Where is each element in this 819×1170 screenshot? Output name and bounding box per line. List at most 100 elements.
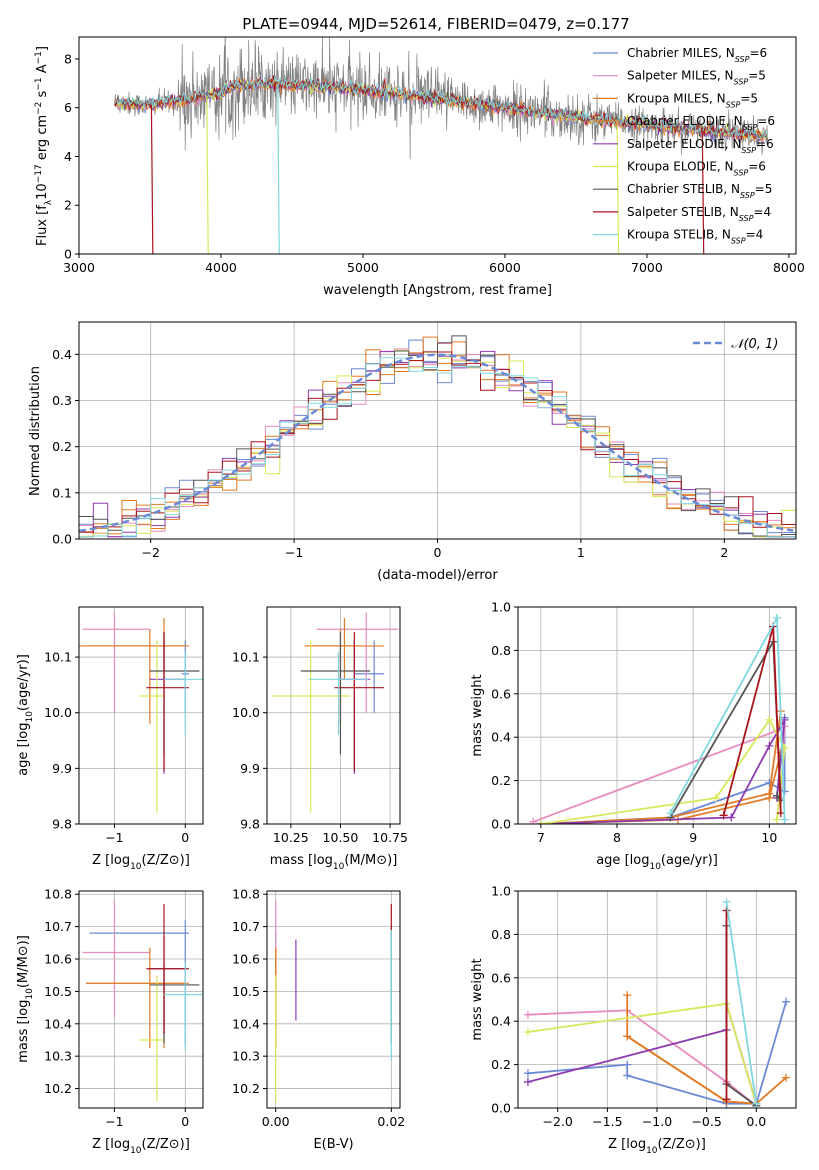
- x-tick-label: −0.5: [691, 1114, 721, 1129]
- weight-marker: [765, 793, 774, 802]
- weight-marker: [722, 1095, 731, 1104]
- weight-marker: [765, 778, 774, 787]
- weight-marker: [623, 991, 632, 1000]
- y-tick-label: 6: [64, 100, 72, 115]
- y-axis-label: Flux [fλ10−17 erg cm−2 s−1 A−1]: [34, 46, 54, 246]
- y-tick-label: 0.6: [491, 686, 511, 701]
- legend-entry: Chabrier ELODIE, NSSP=6: [627, 114, 775, 132]
- spectrum-model-line: [114, 77, 768, 142]
- x-axis-label: E(B-V): [313, 1137, 353, 1152]
- weight-marker: [523, 1069, 532, 1078]
- y-tick-label: 0.2: [491, 1057, 511, 1072]
- weight-marker: [772, 815, 781, 824]
- plot-area-residuals: [79, 335, 796, 538]
- plot-area-mass-vs-EBV: [275, 900, 392, 1102]
- x-tick-label: −1.5: [592, 1114, 622, 1129]
- weight-marker: [722, 897, 731, 906]
- weight-marker: [666, 809, 675, 818]
- y-tick-label: 0.2: [52, 439, 72, 454]
- y-tick-label: 1.0: [491, 600, 511, 615]
- weight-marker: [523, 1077, 532, 1086]
- panel-massweight-vs-age: 7 8 9 10 0.0 0.2 0.4 0.6 0.8 1.0 mass weight age [l…: [470, 600, 797, 872]
- y-tick-label: 10.4: [232, 1016, 260, 1031]
- y-tick-label: 0.0: [491, 1101, 511, 1116]
- plot-area-massweight-vs-age: [529, 613, 789, 824]
- axis-label: Z [log10(Z/Z⊙)]: [608, 1137, 706, 1156]
- axis-label: Z [log10(Z/Z⊙)]: [92, 853, 190, 872]
- weight-marker: [523, 1028, 532, 1037]
- y-tick-label: 9.8: [52, 817, 72, 832]
- y-axis-label: mass weight: [470, 674, 485, 756]
- x-tick-label: 6000: [489, 260, 521, 275]
- x-tick-label: −1: [105, 830, 123, 845]
- weight-marker: [782, 997, 791, 1006]
- weight-line: [532, 724, 786, 823]
- weight-marker: [782, 1073, 791, 1082]
- spectrum-drop: [206, 96, 210, 254]
- panel-massweight-vs-Z: −2.0 −1.5 −1.0 −0.5 0.0 0.0 0.2 0.4 0.6 0.8 1.0 mas…: [470, 884, 797, 1156]
- axis-label: mass [log10(M/M⊙)]: [16, 935, 35, 1063]
- y-tick-label: 9.9: [240, 761, 260, 776]
- weight-line: [540, 752, 782, 824]
- y-tick-label: 10.0: [44, 705, 72, 720]
- x-tick-label: 7000: [631, 260, 663, 275]
- weight-marker: [780, 715, 789, 724]
- plot-area-mass-vs-Z: [82, 900, 203, 1102]
- figure-title: PLATE=0944, MJD=52614, FIBERID=0479, z=0…: [242, 15, 629, 33]
- legend-entry: Salpeter ELODIE, NSSP=6: [627, 137, 774, 155]
- y-axis-label: mass weight: [470, 958, 485, 1040]
- weight-line: [540, 717, 786, 824]
- y-tick-label: 10.1: [44, 650, 72, 665]
- y-tick-label: 10.3: [232, 1049, 260, 1064]
- panel-mass-vs-EBV: 0.00 0.02 10.2 10.3 10.4 10.5 10.6 10.7 10.8 E(B-…: [232, 887, 405, 1152]
- axis-label: Z [log10(Z/Z⊙)]: [92, 1137, 190, 1156]
- weight-line: [527, 1002, 758, 1104]
- weight-marker: [727, 813, 736, 822]
- y-tick-label: 0.0: [491, 817, 511, 832]
- y-tick-label: 10.2: [44, 1081, 72, 1096]
- x-axis-label: age [log10(age/yr)]: [596, 853, 718, 872]
- y-tick-label: 9.9: [52, 761, 72, 776]
- x-tick-label: 0: [434, 545, 442, 560]
- x-tick-label: 10.25: [273, 830, 309, 845]
- weight-marker: [623, 1060, 632, 1069]
- y-tick-label: 0.2: [491, 773, 511, 788]
- plot-area-age-vs-Z: [79, 612, 203, 813]
- legend-entry: Kroupa STELIB, NSSP=4: [627, 228, 763, 246]
- legend-entry: Chabrier MILES, NSSP=6: [627, 46, 767, 64]
- y-tick-label: 10.6: [44, 952, 72, 967]
- x-tick-label: −1: [285, 545, 303, 560]
- x-tick-label: 0.02: [377, 1114, 405, 1129]
- y-axis-label: Normed distribution: [28, 366, 43, 496]
- panel-spectrum: 3000 4000 5000 6000 7000 8000 0 2 4 6 8 wavelength …: [34, 36, 805, 298]
- x-tick-label: −1: [105, 1114, 123, 1129]
- y-tick-label: 0.4: [491, 730, 511, 745]
- legend-entry: Kroupa MILES, NSSP=5: [627, 91, 758, 109]
- weight-marker: [719, 811, 728, 820]
- weight-marker: [712, 793, 721, 802]
- x-tick-label: 9: [689, 830, 697, 845]
- legend-entry: Salpeter MILES, NSSP=5: [627, 69, 766, 87]
- weight-marker: [623, 1032, 632, 1041]
- weight-marker: [780, 815, 789, 824]
- y-tick-label: 10.6: [232, 952, 260, 967]
- y-tick-label: 0.8: [491, 643, 511, 658]
- y-tick-label: 10.5: [232, 984, 260, 999]
- weight-marker: [523, 1010, 532, 1019]
- x-tick-label: 4000: [205, 260, 237, 275]
- histogram-step: [79, 335, 796, 538]
- weight-marker: [529, 817, 538, 824]
- weight-marker: [765, 715, 774, 724]
- y-tick-label: 0: [64, 247, 72, 262]
- legend-entry: 𝒩(0, 1): [731, 337, 778, 352]
- panel-age-vs-mass: 10.25 10.50 10.75 9.8 9.9 10.0 10.1 mass [log10…: [232, 606, 408, 872]
- plot-area-age-vs-mass: [270, 612, 399, 813]
- y-tick-label: 0.0: [52, 532, 72, 547]
- y-axis-label: age [log10(age/yr)]: [16, 654, 35, 776]
- x-tick-label: 0.0: [746, 1114, 766, 1129]
- y-tick-label: 10.8: [232, 887, 260, 902]
- spectrum-drop: [701, 130, 705, 254]
- weight-line: [725, 901, 758, 1104]
- axes-frame: [78, 606, 204, 825]
- histogram-step: [79, 351, 796, 533]
